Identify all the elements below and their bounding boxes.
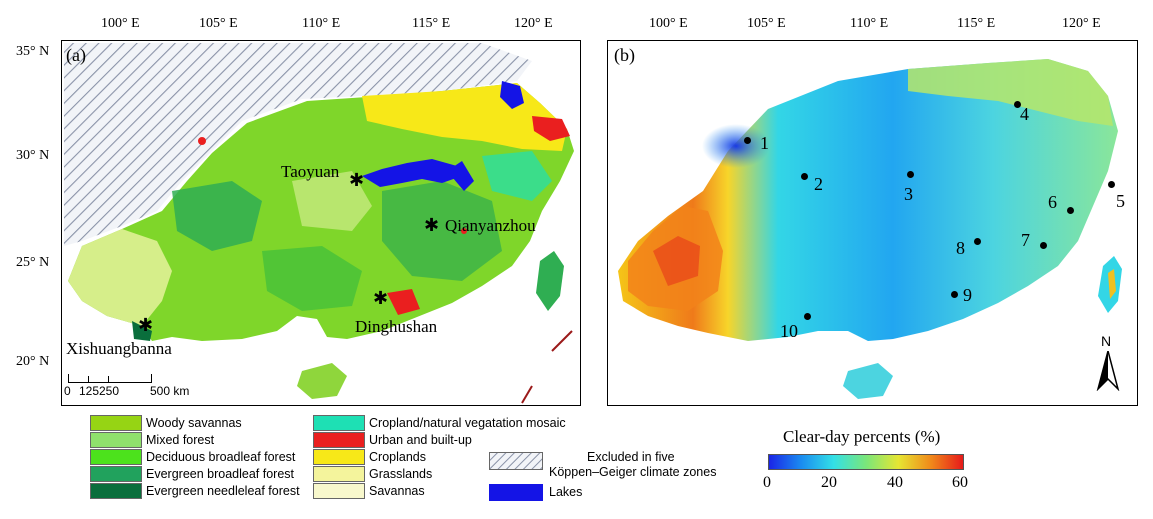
- station-8-label: 8: [956, 238, 965, 258]
- excluded-zone: [64, 43, 532, 246]
- taiwan-island: [536, 251, 564, 311]
- lon-tick-100-b: 100° E: [649, 16, 688, 31]
- station-5-dot: [1108, 181, 1115, 188]
- station-1-label: 1: [760, 133, 769, 153]
- scale-bar: [68, 374, 152, 383]
- station-2-label: 2: [814, 174, 823, 194]
- dinghushan-marker: ✱: [373, 288, 389, 308]
- lon-tick-100-a: 100° E: [101, 16, 140, 31]
- lat-tick-25: 25° N: [16, 255, 50, 270]
- hainan-island: [297, 363, 347, 399]
- north-arrow-icon: [1096, 351, 1120, 391]
- site-label-taoyuan: Taoyuan: [281, 162, 340, 181]
- colorbar-title: Clear-day percents (%): [783, 427, 941, 446]
- colorbar-tick-60: 60: [952, 474, 968, 491]
- station-4-dot: [1014, 101, 1021, 108]
- station-5-label: 5: [1116, 191, 1125, 211]
- mainland-clear-day: [618, 59, 1118, 341]
- station-8-dot: [974, 238, 981, 245]
- station-2-dot: [801, 173, 808, 180]
- clear-day-map: [618, 59, 1122, 399]
- station-10-label: 10: [780, 321, 798, 341]
- station-3-label: 3: [904, 184, 913, 204]
- site-label-xishuangbanna: Xishuangbanna: [66, 339, 172, 358]
- scale-tick-250: 250: [99, 384, 120, 398]
- north-arrow-label: N: [1101, 333, 1112, 349]
- station-7-dot: [1040, 242, 1047, 249]
- land-cover-map-panel: (a) ✱ Taoyuan ✱ Qianyanzhou ✱ Dinghushan…: [61, 40, 581, 406]
- lat-tick-20: 20° N: [16, 354, 50, 369]
- station-6-dot: [1067, 207, 1074, 214]
- panel-a-label: (a): [66, 45, 86, 65]
- station-7-label: 7: [1021, 230, 1030, 250]
- station-6-label: 6: [1048, 192, 1057, 212]
- lon-tick-120-a: 120° E: [514, 16, 553, 31]
- lakes-label: Lakes: [549, 485, 583, 499]
- lon-tick-110-b: 110° E: [850, 16, 889, 31]
- excluded-swatch: [489, 452, 543, 470]
- station-9-label: 9: [963, 285, 972, 305]
- taoyuan-marker: ✱: [349, 170, 365, 190]
- lon-tick-105-b: 105° E: [747, 16, 786, 31]
- lon-tick-120-b: 120° E: [1062, 16, 1101, 31]
- lat-tick-35: 35° N: [16, 44, 50, 59]
- station-9-dot: [951, 291, 958, 298]
- station-1-dot: [744, 137, 751, 144]
- hainan-clear-day: [843, 363, 893, 399]
- colorbar-tick-0: 0: [763, 474, 771, 491]
- site-label-qianyanzhou: Qianyanzhou: [445, 216, 536, 235]
- colorbar-tick-20: 20: [821, 474, 837, 491]
- lon-tick-115-a: 115° E: [412, 16, 451, 31]
- scale-tick-500km: 500 km: [150, 384, 190, 398]
- qianyanzhou-marker: ✱: [424, 215, 440, 235]
- xishuangbanna-marker: ✱: [138, 315, 154, 335]
- land-cover-map: [64, 43, 574, 404]
- excluded-label-line1: Excluded in five: [587, 450, 675, 464]
- clear-day-map-panel: (b) 1 2 3 4 5 6 7 8 9 10 N: [607, 40, 1138, 406]
- colorbar-tick-40: 40: [887, 474, 903, 491]
- scale-tick-0: 0: [64, 384, 71, 398]
- lon-tick-105-a: 105° E: [199, 16, 238, 31]
- excluded-label-line2: Köppen–Geiger climate zones: [549, 465, 717, 479]
- station-3-dot: [907, 171, 914, 178]
- lat-tick-30: 30° N: [16, 148, 50, 163]
- panel-b-label: (b): [614, 45, 635, 65]
- scale-tick-125: 125: [79, 384, 100, 398]
- lon-tick-110-a: 110° E: [302, 16, 341, 31]
- station-4-label: 4: [1020, 104, 1029, 124]
- lakes-swatch: [489, 484, 543, 501]
- colorbar: [768, 454, 964, 470]
- station-10-dot: [804, 313, 811, 320]
- site-label-dinghushan: Dinghushan: [355, 317, 438, 336]
- lon-tick-115-b: 115° E: [957, 16, 996, 31]
